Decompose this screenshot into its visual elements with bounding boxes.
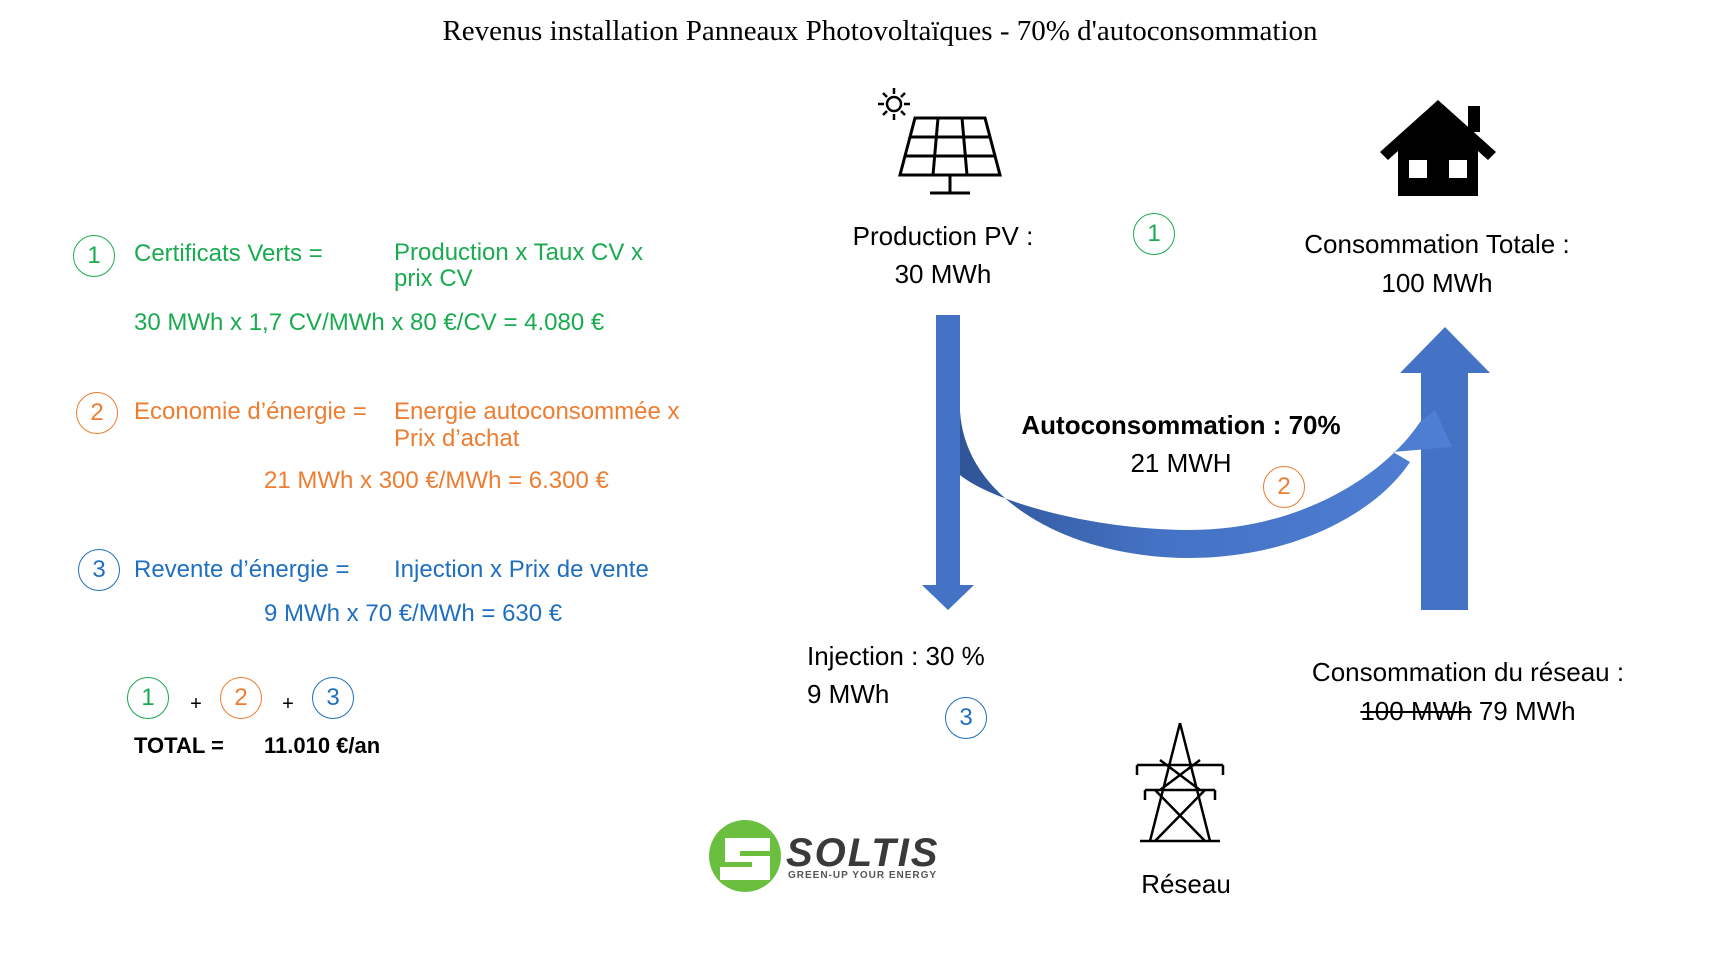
house-icon [1380,100,1496,196]
consumption-value: 100 MWh [1381,268,1493,298]
new-value: 79 MWh [1478,696,1576,726]
grid-consumption-values: 100 MWh 79 MWh [1360,696,1575,726]
old-value: 100 MWh [1360,696,1472,726]
production-value: 30 MWh [894,259,992,289]
step-badge: 2 [1263,466,1305,508]
pylon-icon [1135,722,1225,843]
step-badge: 2 [220,677,262,719]
step-badge: 3 [312,677,354,719]
page-title: Revenus installation Panneaux Photovolta… [442,15,1318,47]
injection-arrow [922,315,974,610]
solar-panel-icon [898,116,1002,195]
injection-label: Injection : 30 % [807,641,985,671]
formula-label: Revente d’énergie = [134,556,350,583]
plus-sign: + [190,693,202,715]
grid-consumption-label: Consommation du réseau : [1311,657,1625,687]
self-consumption-label: Autoconsommation : 70% [1021,410,1341,440]
production-label: Production PV : [852,221,1034,251]
self-consumption-value: 21 MWH [1130,448,1232,478]
sun-icon [878,88,910,120]
logo-tagline: GREEN-UP YOUR ENERGY [788,870,938,881]
grid-label: Réseau [1141,869,1231,899]
formula-calculation: 21 MWh x 300 €/MWh = 6.300 € [264,467,609,494]
formula-text: Injection x Prix de vente [394,556,649,583]
formula-label: Economie d’énergie = [134,398,367,425]
step-badge: 3 [78,549,120,591]
consumption-label: Consommation Totale : [1304,229,1570,259]
total-value: 11.010 €/an [264,733,381,758]
formula-calculation: 30 MWh x 1,7 CV/MWh x 80 €/CV = 4.080 € [134,309,605,336]
step-badge: 3 [945,697,987,739]
self-consumption-arrow [960,410,1452,558]
total-label: TOTAL = [134,733,224,758]
plus-sign: + [282,693,294,715]
formula-label: Certificats Verts = [134,240,323,267]
step-badge: 1 [73,235,115,277]
step-badge: 1 [1133,213,1175,255]
logo-name: SOLTIS [786,831,940,875]
step-badge: 2 [76,392,118,434]
logo-icon [709,820,781,892]
step-badge: 1 [127,677,169,719]
formula-text: Energie autoconsommée x Prix d’achat [394,398,680,452]
consumption-arrow [1400,327,1490,610]
formula-text: Production x Taux CV x prix CV [394,239,644,292]
injection-value: 9 MWh [807,679,890,709]
formula-calculation: 9 MWh x 70 €/MWh = 630 € [264,600,563,627]
